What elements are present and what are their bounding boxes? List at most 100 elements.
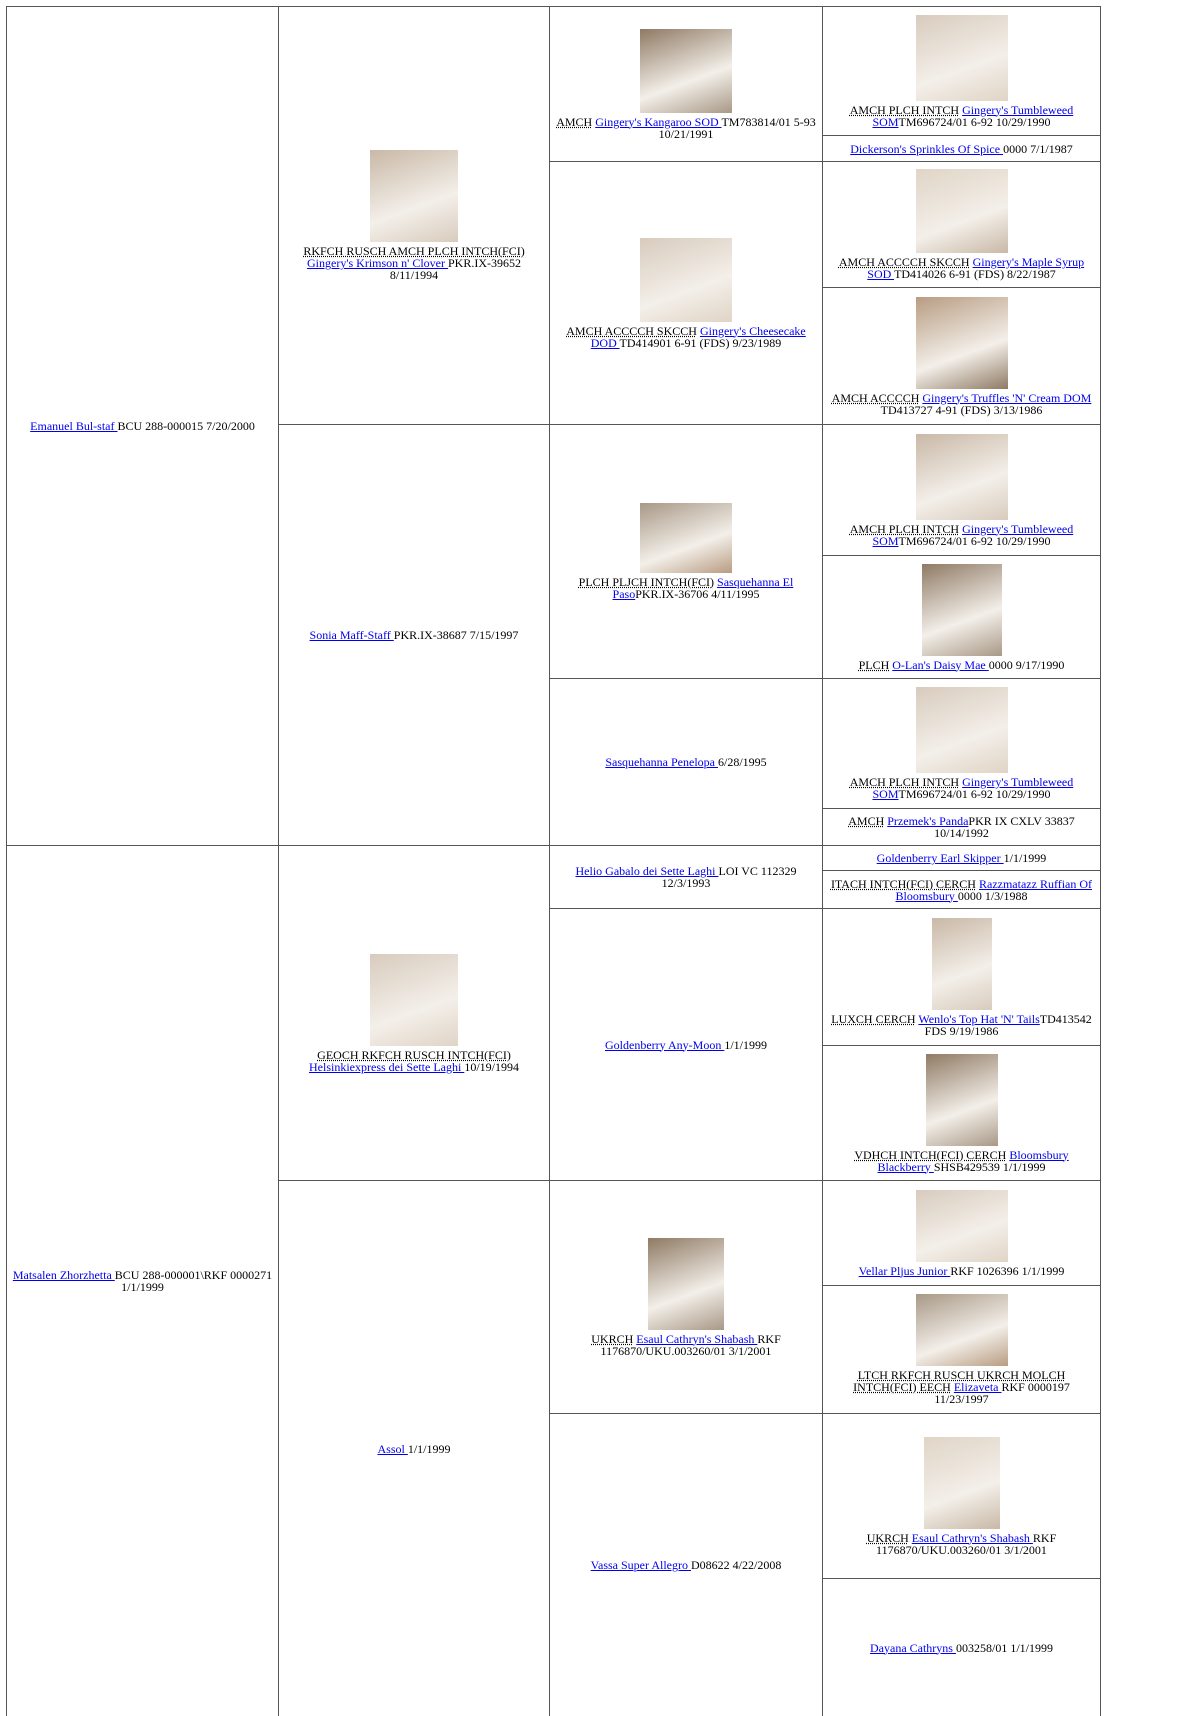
- dog-details: LOI VC 112329 12/3/1993: [661, 864, 797, 890]
- dog-titles: AMCH PLCH INTCH: [849, 775, 960, 789]
- dog-entry: Goldenberry Earl Skipper 1/1/1999: [877, 852, 1047, 864]
- dog-entry: AMCH Gingery's Kangaroo SOD TM783814/01 …: [554, 116, 818, 140]
- pedigree-cell: PLCH PLJCH INTCH(FCI) Sasquehanna El Pas…: [549, 424, 823, 679]
- pedigree-cell: AMCH ACCCCH SKCCH Gingery's Maple Syrup …: [822, 161, 1101, 288]
- pedigree-cell: VDHCH INTCH(FCI) CERCH Bloomsbury Blackb…: [822, 1045, 1101, 1181]
- pedigree-cell: ITACH INTCH(FCI) CERCH Razzmatazz Ruffia…: [822, 870, 1101, 909]
- dog-name-link[interactable]: Sasquehanna El Paso: [612, 575, 794, 601]
- dog-name-link[interactable]: Dickerson's Sprinkles Of Spice: [850, 141, 1004, 156]
- pedigree-cell: Sasquehanna Penelopa 6/28/1995: [549, 678, 823, 846]
- dog-titles: ITACH INTCH(FCI) CERCH: [830, 876, 976, 891]
- dog-entry: Vassa Super Allegro D08622 4/22/2008: [591, 1559, 782, 1571]
- dog-details: D08622 4/22/2008: [690, 1558, 782, 1572]
- dog-name-link[interactable]: Sasquehanna Penelopa: [605, 755, 718, 769]
- dog-titles: LTCH RKFCH RUSCH UKRCH MOLCH INTCH(FCI) …: [853, 1368, 1066, 1394]
- dog-titles: UKRCH: [866, 1530, 909, 1545]
- dog-name-link[interactable]: Gingery's Maple Syrup SOD: [867, 255, 1085, 281]
- dog-entry: Matsalen Zhorzhetta BCU 288-000001\RKF 0…: [11, 1269, 274, 1293]
- dog-name-link[interactable]: Esaul Cathryn's Shabash: [636, 1331, 758, 1346]
- dog-name-link[interactable]: Bloomsbury Blackberry: [877, 1147, 1069, 1174]
- dog-entry: GEOCH RKFCH RUSCH INTCH(FCI) Helsinkiexp…: [283, 1049, 545, 1073]
- dog-name-link[interactable]: Vassa Super Allegro: [590, 1558, 691, 1572]
- dog-details: 1/1/1999: [724, 1037, 767, 1052]
- dog-details: TD413727 4-91 (FDS) 3/13/1986: [880, 402, 1043, 417]
- dog-name-link[interactable]: Gingery's Cheesecake DOD: [590, 323, 806, 350]
- dog-name-link[interactable]: Gingery's Tumbleweed SOM: [872, 521, 1074, 548]
- dog-titles: GEOCH RKFCH RUSCH INTCH(FCI): [317, 1047, 511, 1062]
- dog-photo: [915, 1189, 1008, 1262]
- dog-entry: LTCH RKFCH RUSCH UKRCH MOLCH INTCH(FCI) …: [827, 1369, 1096, 1405]
- dog-entry: AMCH ACCCCH SKCCH Gingery's Cheesecake D…: [554, 325, 818, 349]
- pedigree-cell: Goldenberry Earl Skipper 1/1/1999: [822, 845, 1101, 871]
- dog-name-link[interactable]: Emanuel Bul-staf: [30, 419, 118, 433]
- dog-name-link[interactable]: Elizaveta: [953, 1380, 1002, 1394]
- dog-name-link[interactable]: Goldenberry Any-Moon: [605, 1037, 725, 1052]
- pedigree-cell: AMCH ACCCCH SKCCH Gingery's Cheesecake D…: [549, 161, 823, 425]
- dog-details: RKF 1176870/UKU.003260/01 3/1/2001: [600, 1331, 781, 1358]
- dog-titles: UKRCH: [591, 1331, 634, 1346]
- dog-name-link[interactable]: Razzmatazz Ruffian Of Bloomsbury: [895, 876, 1093, 903]
- dog-entry: AMCH ACCCCH Gingery's Truffles 'N' Cream…: [827, 392, 1096, 416]
- pedigree-cell: AMCH PLCH INTCH Gingery's Tumbleweed SOM…: [822, 6, 1101, 136]
- dog-name-link[interactable]: Gingery's Krimson n' Clover: [307, 256, 448, 270]
- dog-details: 6/28/1995: [717, 755, 767, 769]
- dog-name-link[interactable]: Esaul Cathryn's Shabash: [911, 1530, 1033, 1545]
- dog-photo: [640, 237, 732, 322]
- pedigree-cell: AMCH Gingery's Kangaroo SOD TM783814/01 …: [549, 6, 823, 162]
- pedigree-cell: PLCH O-Lan's Daisy Mae 0000 9/17/1990: [822, 555, 1101, 679]
- dog-details: 0000 1/3/1988: [957, 888, 1028, 903]
- dog-name-link[interactable]: Matsalen Zhorzhetta: [12, 1268, 115, 1282]
- dog-name-link[interactable]: Dayana Cathryns: [870, 1640, 956, 1655]
- dog-entry: Dayana Cathryns 003258/01 1/1/1999: [870, 1642, 1053, 1654]
- dog-entry: RKFCH RUSCH AMCH PLCH INTCH(FCI) Gingery…: [283, 245, 545, 281]
- dog-titles: AMCH ACCCCH: [831, 390, 920, 405]
- dog-details: TM696724/01 6-92 10/29/1990: [898, 787, 1051, 801]
- dog-entry: Dickerson's Sprinkles Of Spice 0000 7/1/…: [850, 143, 1072, 155]
- dog-name-link[interactable]: Przemek's Panda: [887, 814, 969, 828]
- dog-name-link[interactable]: Vellar Pljus Junior: [858, 1263, 951, 1278]
- dog-name-link[interactable]: Gingery's Truffles 'N' Cream DOM: [922, 390, 1092, 405]
- dog-titles: AMCH PLCH INTCH: [849, 102, 960, 117]
- dog-photo: [915, 14, 1008, 101]
- dog-entry: ITACH INTCH(FCI) CERCH Razzmatazz Ruffia…: [827, 878, 1096, 902]
- dog-entry: Helio Gabalo dei Sette Laghi LOI VC 1123…: [554, 865, 818, 889]
- pedigree-cell: AMCH ACCCCH Gingery's Truffles 'N' Cream…: [822, 287, 1101, 425]
- dog-details: RKF 0000197 11/23/1997: [934, 1380, 1070, 1406]
- pedigree-cell: UKRCH Esaul Cathryn's Shabash RKF 117687…: [549, 1180, 823, 1414]
- dog-name-link[interactable]: Helsinkiexpress dei Sette Laghi: [309, 1059, 465, 1074]
- pedigree-cell: Emanuel Bul-staf BCU 288-000015 7/20/200…: [6, 6, 279, 846]
- dog-details: RKF 1176870/UKU.003260/01 3/1/2001: [876, 1530, 1057, 1557]
- dog-details: TM783814/01 5-93 10/21/1991: [658, 114, 816, 141]
- dog-name-link[interactable]: Assol: [377, 1441, 408, 1456]
- dog-name-link[interactable]: Gingery's Tumbleweed SOM: [872, 102, 1074, 129]
- dog-name-link[interactable]: Helio Gabalo dei Sette Laghi: [575, 864, 719, 878]
- dog-photo: [648, 1237, 724, 1330]
- dog-photo: [915, 296, 1008, 389]
- pedigree-cell: Sonia Maff-Staff PKR.IX-38687 7/15/1997: [278, 424, 550, 846]
- dog-name-link[interactable]: Goldenberry Earl Skipper: [876, 851, 1004, 865]
- dog-entry: Goldenberry Any-Moon 1/1/1999: [605, 1039, 767, 1051]
- pedigree-cell: Vellar Pljus Junior RKF 1026396 1/1/1999: [822, 1180, 1101, 1286]
- pedigree-cell: LTCH RKFCH RUSCH UKRCH MOLCH INTCH(FCI) …: [822, 1285, 1101, 1414]
- dog-name-link[interactable]: Sonia Maff-Staff: [309, 628, 394, 642]
- pedigree-cell: LUXCH CERCH Wenlo's Top Hat 'N' TailsTD4…: [822, 908, 1101, 1046]
- dog-name-link[interactable]: O-Lan's Daisy Mae: [892, 657, 989, 672]
- pedigree-cell: AMCH PLCH INTCH Gingery's Tumbleweed SOM…: [822, 424, 1101, 556]
- dog-entry: Sonia Maff-Staff PKR.IX-38687 7/15/1997: [310, 629, 519, 641]
- dog-details: BCU 288-000015 7/20/2000: [117, 419, 255, 433]
- dog-details: 1/1/1999: [1003, 851, 1047, 865]
- pedigree-cell: Vassa Super Allegro D08622 4/22/2008: [549, 1413, 823, 1716]
- dog-details: PKR IX CXLV 33837 10/14/1992: [934, 814, 1075, 840]
- dog-entry: Assol 1/1/1999: [377, 1443, 450, 1455]
- pedigree-cell: Helio Gabalo dei Sette Laghi LOI VC 1123…: [549, 845, 823, 909]
- dog-name-link[interactable]: Wenlo's Top Hat 'N' Tails: [918, 1011, 1040, 1026]
- pedigree-cell: Dayana Cathryns 003258/01 1/1/1999: [822, 1578, 1101, 1716]
- dog-entry: LUXCH CERCH Wenlo's Top Hat 'N' TailsTD4…: [827, 1013, 1096, 1037]
- dog-photo: [370, 953, 458, 1046]
- dog-name-link[interactable]: Gingery's Kangaroo SOD: [595, 114, 722, 129]
- dog-entry: AMCH PLCH INTCH Gingery's Tumbleweed SOM…: [827, 104, 1096, 128]
- dog-details: SHSB429539 1/1/1999: [933, 1159, 1046, 1174]
- dog-details: TM696724/01 6-92 10/29/1990: [898, 533, 1051, 548]
- dog-name-link[interactable]: Gingery's Tumbleweed SOM: [872, 775, 1074, 801]
